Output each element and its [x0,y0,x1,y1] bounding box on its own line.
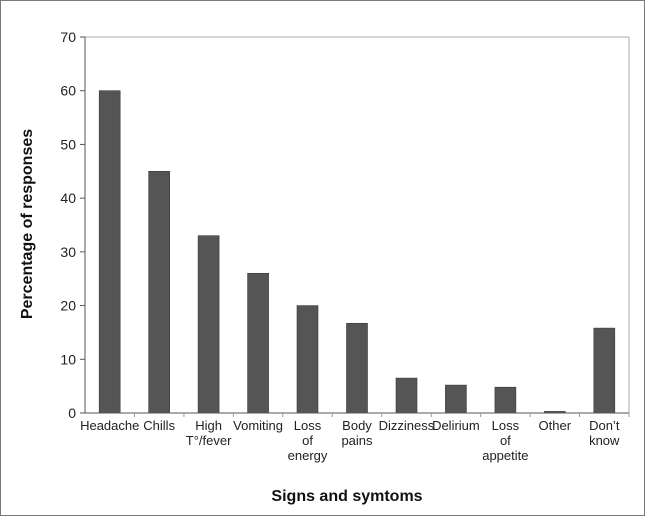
y-tick-label: 70 [60,29,76,45]
bar [197,235,220,414]
y-axis: 0 10 20 30 40 50 60 70 [60,29,86,421]
bar [395,377,418,414]
bar [247,272,269,414]
bars [98,90,616,414]
plot-area [85,36,630,413]
x-tick-label: Delirium [432,418,480,433]
x-tick-label: Dizziness [379,418,435,433]
x-tick-label: Other [539,418,572,433]
x-tick-label: Don’t know [589,418,620,448]
bar [593,327,616,414]
y-tick-label: 50 [60,136,76,152]
y-axis-title: Percentage of responses [19,129,36,319]
x-tick-label: High T°/fever [186,418,232,448]
x-tick-label: Headache [80,418,139,433]
bar [346,322,368,414]
x-tick-label: Body pains [341,418,373,448]
y-tick-label: 20 [60,298,76,314]
bar [445,384,467,414]
y-tick-label: 10 [60,351,76,367]
x-tick-label: Chills [143,418,175,433]
x-tick-label: Loss of energy [288,418,328,463]
y-tick-label: 40 [60,190,76,206]
y-tick-label: 0 [68,405,76,421]
bar [148,171,170,414]
y-tick-label: 30 [60,244,76,260]
bar [296,305,319,414]
x-tick-label: Vomiting [233,418,283,433]
bar [98,90,121,414]
x-axis-title: Signs and symtoms [271,488,422,505]
bar [494,386,517,414]
y-tick-label: 60 [60,83,76,99]
x-tick-label: Loss of appetite [482,418,528,463]
